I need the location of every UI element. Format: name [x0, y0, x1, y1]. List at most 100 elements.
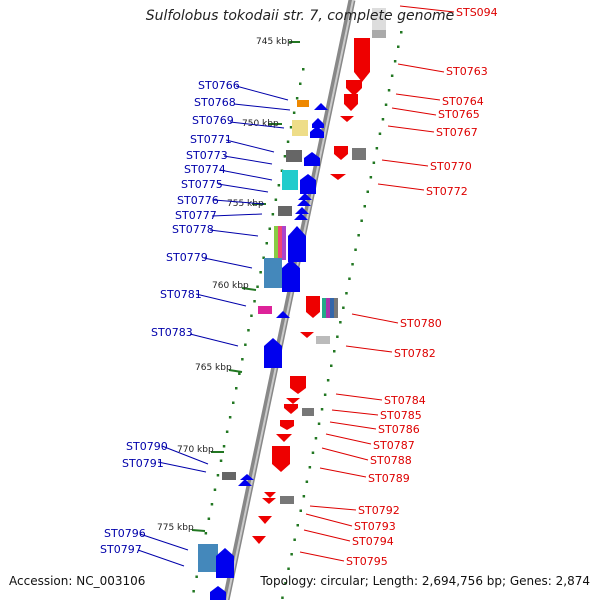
gene-arrow [300, 174, 316, 194]
gene-label-sts094: STS094 [456, 6, 498, 19]
gene-box [278, 226, 282, 260]
tick-dot [354, 248, 357, 251]
tick-dot [369, 176, 373, 179]
tick-dot [326, 379, 330, 382]
gene-arrow [262, 498, 276, 504]
tick-dot [296, 524, 299, 527]
tick-dot [317, 422, 321, 425]
tick-dot [333, 350, 336, 353]
tick-dot [235, 387, 238, 390]
gene-label-st0766: ST0766 [198, 79, 240, 92]
gene-box [292, 120, 308, 136]
genome-title: Sulfolobus tokodaii str. 7, complete gen… [145, 8, 455, 24]
gene-label-st0773: ST0773 [186, 149, 228, 162]
label-leader-line [235, 85, 289, 101]
label-leader-line [189, 333, 239, 347]
label-leader-line [305, 513, 353, 527]
tick-dot [384, 103, 388, 106]
label-leader-line [157, 461, 207, 473]
kbp-label: 765 kbp [195, 363, 232, 373]
tick-dot [400, 31, 403, 34]
label-leader-line [139, 533, 189, 551]
label-leader-line [219, 169, 273, 181]
tick-dot [259, 271, 262, 274]
gene-arrow [312, 118, 324, 128]
gene-arrow [286, 398, 300, 404]
kbp-tick [191, 529, 206, 532]
tick-dot [299, 509, 302, 512]
label-leader-line [211, 213, 263, 217]
gene-label-st0768: ST0768 [194, 96, 236, 109]
gene-label-st0778: ST0778 [172, 223, 214, 236]
tick-dot [219, 459, 223, 462]
label-leader-line [137, 549, 185, 567]
gene-box [274, 226, 278, 260]
gene-label-st0774: ST0774 [184, 163, 226, 176]
label-leader-line [377, 183, 425, 191]
gene-label-st0779: ST0779 [166, 251, 208, 264]
tick-dot [241, 358, 244, 361]
tick-dot [357, 234, 360, 237]
tick-dot [277, 184, 281, 187]
label-leader-line [319, 467, 367, 478]
label-leader-line [399, 5, 455, 13]
gene-arrow [310, 126, 324, 138]
tick-dot [299, 82, 302, 85]
tick-dot [363, 205, 366, 208]
gene-arrow [294, 213, 308, 220]
label-leader-line [195, 293, 247, 307]
gene-arrow [216, 548, 234, 578]
gene-box [286, 150, 302, 162]
tick-dot [195, 575, 198, 578]
gene-box [352, 148, 366, 160]
tick-dot [232, 401, 235, 404]
gene-label-st0776: ST0776 [177, 194, 219, 207]
gene-arrow [284, 404, 298, 414]
tick-dot [280, 169, 284, 172]
gene-arrow [252, 536, 266, 544]
gene-label-st0781: ST0781 [160, 288, 202, 301]
gene-arrow [297, 199, 311, 206]
label-leader-line [209, 229, 259, 237]
label-leader-line [203, 257, 253, 269]
label-leader-line [229, 121, 285, 129]
tick-dot [336, 335, 339, 338]
gene-arrow [306, 296, 320, 318]
gene-label-st0770: ST0770 [430, 160, 472, 173]
tick-dot [342, 306, 345, 309]
label-leader-line [381, 159, 429, 167]
tick-dot [268, 227, 271, 230]
gene-box [334, 298, 338, 318]
tick-dot [320, 408, 324, 411]
gene-box [302, 408, 314, 416]
tick-dot [302, 68, 305, 71]
gene-label-st0792: ST0792 [358, 504, 400, 517]
label-leader-line [395, 93, 441, 101]
gene-box [372, 8, 386, 36]
gene-label-st0767: ST0767 [436, 126, 478, 139]
tick-dot [348, 277, 351, 280]
tick-dot [366, 190, 369, 193]
label-leader-line [161, 445, 209, 465]
gene-label-st0787: ST0787 [373, 439, 415, 452]
tick-dot [244, 343, 247, 346]
kbp-label: 760 kbp [212, 281, 249, 291]
tick-dot [289, 126, 293, 129]
tick-dot [360, 219, 363, 222]
tick-dot [213, 488, 217, 491]
tick-dot [222, 445, 226, 448]
gene-box [372, 30, 386, 38]
tick-dot [378, 132, 382, 135]
kbp-label: 750 kbp [242, 119, 279, 129]
gene-arrow [258, 516, 272, 524]
gene-label-st0777: ST0777 [175, 209, 217, 222]
tick-dot [305, 480, 309, 483]
tick-dot [351, 263, 354, 266]
gene-box [322, 298, 326, 318]
gene-box [282, 170, 298, 190]
tick-dot [271, 213, 275, 216]
tick-dot [345, 292, 348, 295]
gene-label-st0793: ST0793 [354, 520, 396, 533]
